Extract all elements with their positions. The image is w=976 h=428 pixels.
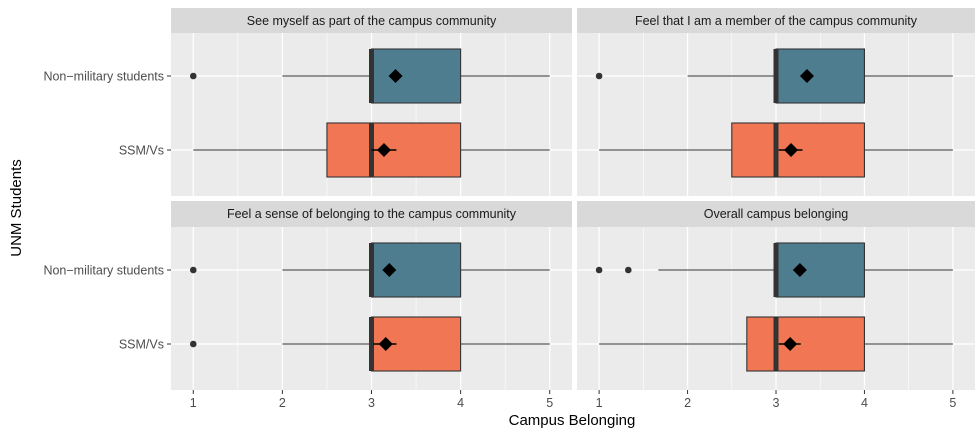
x-tick-label: 3 (773, 396, 780, 410)
x-tick-label: 2 (279, 396, 286, 410)
x-tick-label: 5 (546, 396, 553, 410)
x-tick-label: 4 (457, 396, 464, 410)
mean-marker (376, 143, 391, 157)
box (775, 48, 865, 104)
x-tick-label: 4 (861, 396, 868, 410)
panel-strip (171, 201, 572, 227)
x-tick-label: 1 (190, 396, 197, 410)
panel-strip (171, 8, 572, 33)
mean-marker (378, 337, 393, 351)
x-tick-label: 3 (368, 396, 375, 410)
outlier-point (624, 266, 632, 274)
box (370, 48, 462, 104)
mean-marker (799, 69, 814, 83)
mean-marker (382, 263, 397, 277)
panel-title: Feel that I am a member of the campus co… (635, 14, 918, 28)
y-axis-title: UNM Students (8, 159, 25, 257)
outlier-point (189, 340, 197, 348)
panel-title: Feel a sense of belonging to the campus … (227, 207, 517, 221)
mean-marker (784, 143, 799, 157)
outlier-point (595, 266, 603, 274)
mean-marker (783, 337, 798, 351)
panel-title: See myself as part of the campus communi… (247, 14, 497, 28)
panel-strip (577, 8, 975, 33)
y-tick-label: SSM/Vs (119, 144, 164, 158)
outlier-point (189, 266, 197, 274)
panel-title: Overall campus belonging (704, 207, 849, 221)
x-axis-title: Campus Belonging (509, 412, 636, 428)
box (746, 316, 865, 372)
outlier-point (595, 72, 603, 80)
mean-marker (792, 263, 807, 277)
panel-strip (577, 201, 975, 227)
panels-layer: See myself as part of the campus communi… (43, 8, 975, 410)
mean-marker (388, 69, 403, 83)
outlier-point (189, 72, 197, 80)
x-tick-label: 5 (949, 396, 956, 410)
y-tick-label: Non−military students (43, 264, 164, 278)
box (775, 242, 865, 298)
x-tick-label: 1 (596, 396, 603, 410)
x-tick-label: 2 (684, 396, 691, 410)
y-tick-label: SSM/Vs (119, 338, 164, 352)
y-tick-label: Non−military students (43, 70, 164, 84)
